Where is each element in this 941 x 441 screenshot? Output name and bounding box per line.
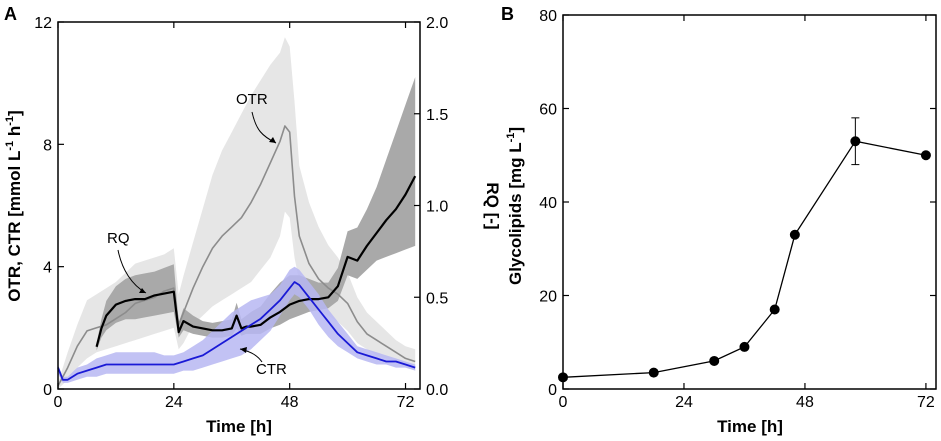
ctr-annotation-label: CTR	[256, 361, 287, 378]
panel-a-bands	[58, 37, 416, 390]
a-x-tick-label: 0	[54, 394, 63, 411]
glycolipids-point	[709, 355, 720, 366]
y-label-base: Glycolipids [mg L	[506, 142, 525, 285]
otr-line	[57, 125, 416, 387]
otr-annotation-label: OTR	[236, 91, 268, 108]
panel-a-y-right-label: RQ [-]	[483, 182, 502, 229]
b-x-tick-label: 48	[796, 394, 814, 411]
b-x-tick-label: 24	[675, 394, 693, 411]
a-x-tick-label: 72	[397, 394, 415, 411]
a-y-right-tick-label: 1.5	[426, 107, 448, 124]
ctr-line	[57, 281, 416, 381]
y-left-label-end: ]	[5, 110, 24, 116]
glycolipids-line	[562, 140, 927, 378]
b-y-tick-label: 60	[539, 102, 557, 119]
rq-annotation-arrowhead	[139, 288, 146, 293]
y-left-label-exp1: -1	[4, 141, 16, 151]
y-label-end: ]	[506, 127, 525, 133]
rq-annotation-label: RQ	[107, 230, 130, 247]
b-y-tick-label: 80	[539, 8, 557, 25]
y-left-label-base: OTR, CTR [mmol L	[5, 151, 24, 302]
glycolipids-point	[648, 367, 659, 378]
panel-a-label: A	[4, 4, 17, 24]
a-y-right-tick-label: 0.5	[426, 290, 448, 307]
panel-b-lines	[558, 117, 931, 383]
panel-a-y-left-ticks: 0 4 8 12	[34, 15, 64, 399]
panel-b-y-label: Glycolipids [mg L-1]	[505, 127, 525, 285]
y-label-exp: -1	[505, 133, 517, 143]
ctr-band	[58, 266, 416, 383]
panel-a-x-ticks: 0 24 48 72	[54, 22, 415, 411]
a-x-tick-label: 48	[281, 394, 299, 411]
glycolipids-point	[920, 150, 931, 161]
panel-b: B 0 24 48 72 0 20 40 60 80 Time [h] Glycolipids…	[501, 4, 937, 436]
b-x-tick-label: 0	[559, 394, 568, 411]
panel-b-x-label: Time [h]	[717, 417, 783, 436]
panel-b-label: B	[501, 4, 514, 24]
panel-b-y-ticks: 0 20 40 60 80	[539, 8, 936, 399]
otr-annotation-arrowhead	[269, 137, 276, 143]
panel-b-frame	[562, 14, 937, 390]
panel-a-lines	[57, 125, 417, 387]
a-y-left-tick-label: 12	[34, 15, 52, 32]
b-y-tick-label: 20	[539, 289, 557, 306]
b-y-tick-label: 0	[548, 382, 557, 399]
a-y-right-tick-label: 2.0	[426, 15, 448, 32]
glycolipids-point	[789, 229, 800, 240]
rq-line	[95, 175, 417, 348]
ctr-annotation: CTR	[239, 347, 287, 378]
ctr-annotation-arrowhead	[240, 347, 247, 353]
panel-a-x-label: Time [h]	[206, 417, 272, 436]
otr-annotation: OTR	[236, 91, 277, 144]
a-y-right-tick-label: 1.0	[426, 199, 448, 216]
panel-a-y-right-ticks: 0.0 0.5 1.0 1.5 2.0	[414, 15, 448, 399]
b-x-tick-label: 72	[917, 394, 935, 411]
a-y-left-tick-label: 8	[43, 137, 52, 154]
panel-b-x-ticks: 0 24 48 72	[559, 15, 935, 411]
y-left-label-mid: h	[5, 126, 24, 141]
a-y-left-tick-label: 0	[43, 382, 52, 399]
glycolipids-point	[850, 136, 861, 147]
a-y-right-tick-label: 0.0	[426, 382, 448, 399]
rq-band	[96, 77, 416, 351]
a-y-left-tick-label: 4	[43, 260, 52, 277]
glycolipids-point	[739, 341, 750, 352]
panel-a-y-left-label: OTR, CTR [mmol L-1 h-1]	[4, 110, 24, 301]
y-left-label-exp2: -1	[4, 116, 16, 126]
a-x-tick-label: 24	[165, 394, 183, 411]
rq-annotation: RQ	[107, 230, 147, 294]
glycolipids-point	[769, 304, 780, 315]
b-y-tick-label: 40	[539, 195, 557, 212]
